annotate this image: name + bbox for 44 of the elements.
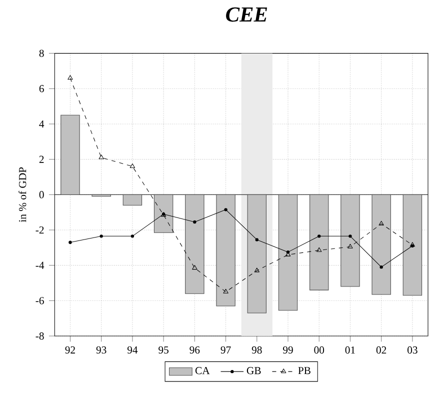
point [130,234,134,238]
point [193,220,196,224]
x-tick-label: 00 [314,346,324,354]
y-tick-label: -2 [36,226,44,234]
point [130,164,136,168]
x-tick-label: 97 [220,346,231,354]
x-tick-label: 93 [96,346,106,354]
x-tick-label: 94 [127,346,138,354]
x-tick-label: 02 [376,346,386,354]
point [255,238,258,242]
y-tick-label: 4 [39,120,44,128]
legend-label: PB [298,367,310,374]
x-tick-label: 98 [252,346,262,354]
point [224,208,228,212]
point [380,266,383,269]
point [316,248,322,252]
y-tick-label: 2 [39,156,44,164]
chart-title: CEE [226,8,268,22]
y-tick-label: -8 [36,332,44,340]
point [192,265,198,270]
x-tick-label: 99 [283,346,293,354]
point [98,154,104,160]
x-tick-label: 95 [158,346,168,354]
point [348,244,353,249]
point [223,289,228,294]
point [68,240,72,244]
y-tick-label: -4 [36,262,44,270]
y-tick-label: 6 [39,85,44,92]
x-tick-label: 01 [345,346,355,354]
y-tick-label: 8 [39,50,44,58]
x-tick-label: 92 [65,346,75,354]
point [100,234,103,238]
point [254,268,260,272]
x-tick-label: 96 [190,346,200,354]
point [348,234,352,238]
point [318,234,321,238]
point [68,75,73,80]
point [378,221,384,226]
legend-label: CA [195,367,210,374]
x-tick-label: 03 [408,346,418,354]
y-tick-label: -6 [36,297,44,304]
y-tick-label: 0 [39,191,44,198]
y-axis-title: in % of GDP [18,168,26,222]
legend-label: GB [246,367,261,374]
